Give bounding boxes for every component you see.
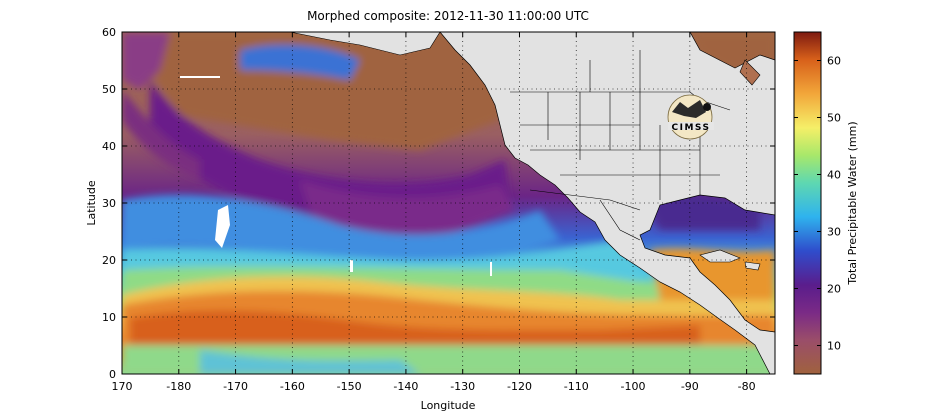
- colorbar-label: Total Precipitable Water (mm): [846, 121, 859, 285]
- colorbar-tick-label: 20: [827, 283, 841, 296]
- y-axis-label: Latitude: [85, 180, 98, 226]
- colorbar-tick-label: 50: [827, 112, 841, 125]
- cimss-logo-text: CIMSS: [672, 123, 711, 133]
- cimss-logo: CIMSS: [667, 94, 714, 140]
- x-tick-label: -110: [564, 380, 589, 393]
- x-tick-label: -160: [280, 380, 305, 393]
- y-tick-label: 50: [102, 83, 116, 96]
- islands: [289, 32, 761, 271]
- x-axis-label: Longitude: [421, 399, 476, 412]
- colorbar-gradient: [793, 31, 822, 375]
- x-tick-label: -100: [621, 380, 646, 393]
- y-tick-label: 0: [109, 368, 116, 381]
- moisture-field: [122, 32, 775, 374]
- x-tick-label: -120: [507, 380, 532, 393]
- map-plot-area: CIMSS: [122, 32, 775, 374]
- missing-data: [180, 76, 492, 276]
- y-axis: 0 10 20 30 40 50 60: [102, 26, 775, 381]
- x-tick-label: -80: [738, 380, 756, 393]
- colorbar-tick-label: 60: [827, 55, 841, 68]
- x-tick-label: -140: [393, 380, 418, 393]
- colorbar-tick-label: 10: [827, 340, 841, 353]
- y-tick-label: 10: [102, 311, 116, 324]
- x-tick-label: -90: [681, 380, 699, 393]
- colorbar-tick-label: 30: [827, 226, 841, 239]
- colorbar-tick-label: 40: [827, 169, 841, 182]
- x-tick-label: 170: [112, 380, 133, 393]
- colorbar-ticks: 10 20 30 40 50 60: [794, 55, 841, 353]
- map-gridlines: [122, 32, 775, 374]
- x-axis: 170 -180 -170 -160 -150 -140 -130 -120 -110 -100 -…: [112, 32, 756, 393]
- x-tick-label: -150: [337, 380, 362, 393]
- y-tick-label: 20: [102, 254, 116, 267]
- y-tick-label: 30: [102, 197, 116, 210]
- x-tick-label: -130: [450, 380, 475, 393]
- y-tick-label: 60: [102, 26, 116, 39]
- x-tick-label: -170: [223, 380, 248, 393]
- x-tick-label: -180: [166, 380, 191, 393]
- y-tick-label: 40: [102, 140, 116, 153]
- political-boundaries: [510, 50, 731, 241]
- figure-title: Morphed composite: 2012-11-30 11:00:00 U…: [307, 9, 589, 23]
- colorbar: 10 20 30 40 50 60 Total Precipitable Water (m…: [793, 31, 859, 375]
